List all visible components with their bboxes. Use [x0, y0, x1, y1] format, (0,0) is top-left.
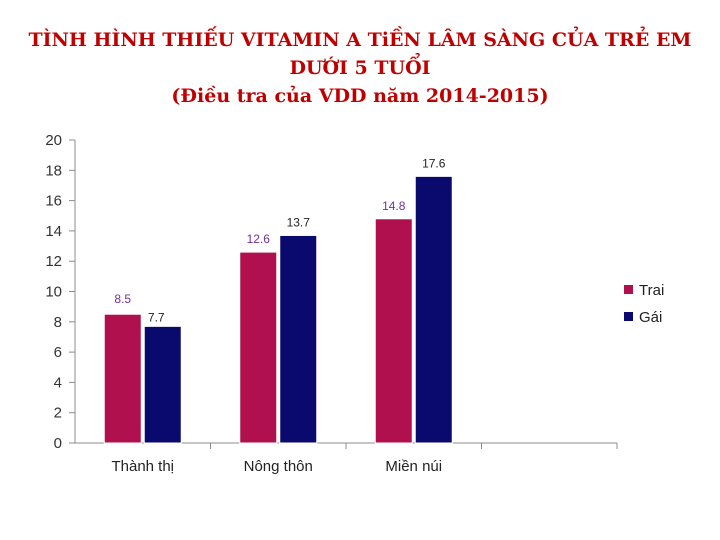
- data-label: 17.6: [422, 156, 446, 170]
- y-tick-label: 10: [45, 284, 62, 301]
- y-tick-label: 14: [45, 223, 62, 240]
- chart-title: TÌNH HÌNH THIẾU VITAMIN A TiỀN LÂM SÀNG …: [0, 26, 720, 110]
- data-label: 13.7: [287, 215, 311, 229]
- y-tick-label: 6: [54, 344, 62, 361]
- data-label: 14.8: [382, 199, 406, 213]
- y-tick-label: 2: [54, 405, 62, 422]
- title-line-3: (Điều tra của VDD năm 2014-2015): [171, 85, 549, 107]
- x-tick-label: Thành thị: [111, 458, 174, 475]
- y-tick-label: 12: [45, 253, 62, 270]
- bar-trai: [374, 218, 413, 444]
- bar-gai: [414, 175, 453, 444]
- data-label: 8.5: [114, 292, 131, 306]
- data-label: 7.7: [148, 310, 165, 324]
- legend-label: Trai: [639, 282, 664, 299]
- x-tick-label: Miền núi: [385, 458, 442, 475]
- bar-gai: [143, 325, 182, 444]
- y-tick-label: 16: [45, 193, 62, 210]
- data-label: 12.6: [247, 232, 271, 246]
- title-line-2: DƯỚI 5 TUỔI: [289, 57, 431, 79]
- y-tick-label: 8: [54, 314, 62, 331]
- bar-gai: [279, 234, 318, 444]
- x-tick-label: Nông thôn: [244, 458, 313, 475]
- legend-swatch-trai: [624, 285, 633, 294]
- bar-trai: [103, 313, 142, 444]
- legend-label: Gái: [639, 309, 662, 326]
- bar-trai: [239, 251, 278, 444]
- legend-swatch-gai: [624, 312, 633, 321]
- y-tick-label: 4: [54, 374, 62, 391]
- y-tick-label: 20: [45, 132, 62, 149]
- y-tick-label: 0: [54, 435, 62, 452]
- y-tick-label: 18: [45, 162, 62, 179]
- title-line-1: TÌNH HÌNH THIẾU VITAMIN A TiỀN LÂM SÀNG …: [28, 29, 692, 51]
